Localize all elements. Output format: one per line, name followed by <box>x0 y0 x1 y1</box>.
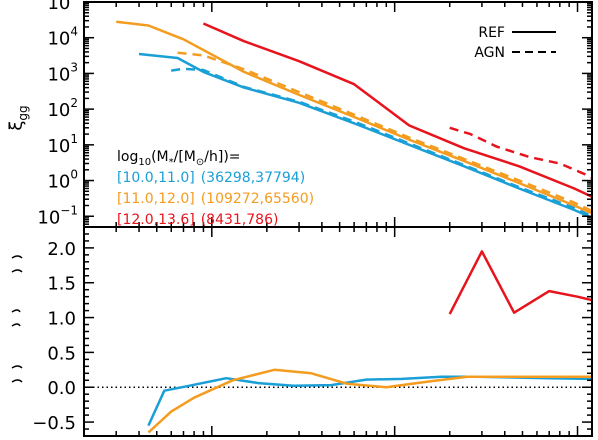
top-y-label-text: ξgg <box>6 105 30 130</box>
series-line <box>138 52 592 220</box>
bottom-y-axis-label <box>11 255 23 383</box>
legend-label: AGN <box>474 45 505 61</box>
annotation-mass-bin: [11.0,12.0] (109272,65560) <box>117 191 314 207</box>
series-line <box>448 250 592 315</box>
series-line <box>147 375 592 427</box>
bottom-panel <box>83 226 593 437</box>
y-tick-label: 105 <box>47 0 78 14</box>
series-line <box>116 20 592 215</box>
bottom-y-label-glyph <box>11 365 23 383</box>
top-y-axis-label: ξgg <box>6 105 30 130</box>
series-line <box>449 126 592 179</box>
y-tick-label: 100 <box>47 168 78 193</box>
bottom-y-label-glyph <box>11 309 21 327</box>
y-tick-label: 1.0 <box>47 309 76 330</box>
y-tick-label: 0.5 <box>47 343 76 364</box>
legend-label: REF <box>478 25 505 41</box>
y-tick-label: 1.5 <box>47 274 76 295</box>
bottom-y-label-glyph <box>11 255 23 273</box>
mass-bin-annotation: log10(M*/[M⊙/h])= [10.0,11.0] (36298,37794… <box>117 149 314 228</box>
y-tick-label: 10−1 <box>37 203 78 228</box>
series-line <box>202 22 592 198</box>
series-line <box>177 51 592 213</box>
bottom-y-axis: −0.5 0.0 0.5 1.0 1.5 2.0 <box>32 233 592 434</box>
annotation-header: log10(M*/[M⊙/h])= <box>117 149 241 168</box>
annotation-mass-bin: [10.0,11.0] (36298,37794) <box>117 170 305 186</box>
y-tick-label: 2.0 <box>47 239 76 260</box>
annotation-mass-bin: [12.0,13.6] (8431,786) <box>117 212 278 228</box>
y-tick-label: 102 <box>47 96 78 121</box>
series-line <box>147 368 592 434</box>
y-tick-label: 103 <box>47 60 78 85</box>
y-tick-label: 104 <box>47 25 78 50</box>
y-tick-label: −0.5 <box>32 413 76 434</box>
legend: REF AGN <box>474 25 556 61</box>
y-tick-label: 0.0 <box>47 378 76 399</box>
top-y-axis: 10−1 100 101 102 103 104 105 <box>37 0 592 228</box>
y-tick-label: 101 <box>47 132 78 157</box>
bottom-plot-frame <box>83 226 593 437</box>
